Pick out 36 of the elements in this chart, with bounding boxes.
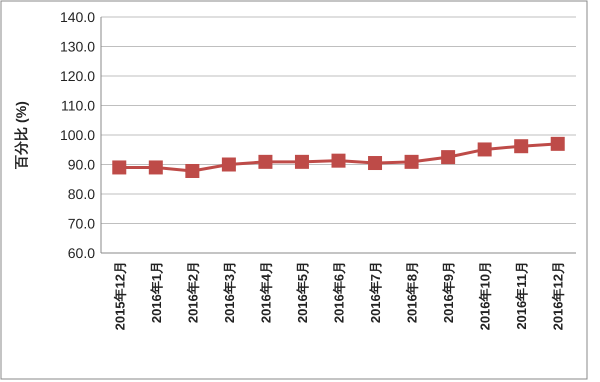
point [185, 164, 200, 178]
point [550, 136, 565, 151]
y-axis-title: 百分比 (%) [13, 101, 29, 170]
x-tick-label: 2016年12月 [550, 261, 566, 330]
y-tick-label: 80.0 [68, 186, 96, 202]
point [258, 154, 272, 169]
y-tick-label: 90.0 [68, 156, 96, 172]
point [441, 150, 456, 164]
x-tick-label: 2016年10月 [478, 261, 493, 330]
point [148, 160, 163, 174]
point [514, 139, 528, 154]
x-tick-label: 2016年4月 [258, 261, 274, 324]
x-tick-label: 2016年11月 [514, 261, 530, 330]
x-tick-label: 2016年3月 [222, 261, 237, 324]
x-tick-label: 2016年7月 [368, 261, 384, 324]
x-tick-label: 2015年12月 [112, 261, 128, 330]
point [294, 154, 309, 169]
point [332, 154, 346, 168]
y-tick-label: 140.0 [60, 9, 96, 25]
x-tick-label: 2016年5月 [294, 261, 310, 324]
point [222, 158, 236, 172]
x-tick-label: 2016年1月 [148, 261, 164, 324]
point [112, 160, 126, 174]
x-tick-label: 2016年6月 [332, 261, 346, 324]
x-tick-label: 2016年2月 [185, 261, 200, 324]
x-tick-label: 2016年9月 [441, 261, 456, 324]
y-tick-label: 100.0 [60, 127, 96, 143]
point [478, 142, 492, 156]
y-tick-label: 120.0 [60, 68, 96, 84]
x-tick-label: 2016年8月 [404, 261, 420, 324]
y-tick-label: 70.0 [68, 216, 96, 232]
y-tick-label: 110.0 [61, 98, 96, 114]
y-tick-label: 130.0 [60, 38, 96, 54]
point [368, 156, 382, 170]
point [404, 154, 419, 169]
y-tick-label: 60.0 [68, 245, 96, 261]
